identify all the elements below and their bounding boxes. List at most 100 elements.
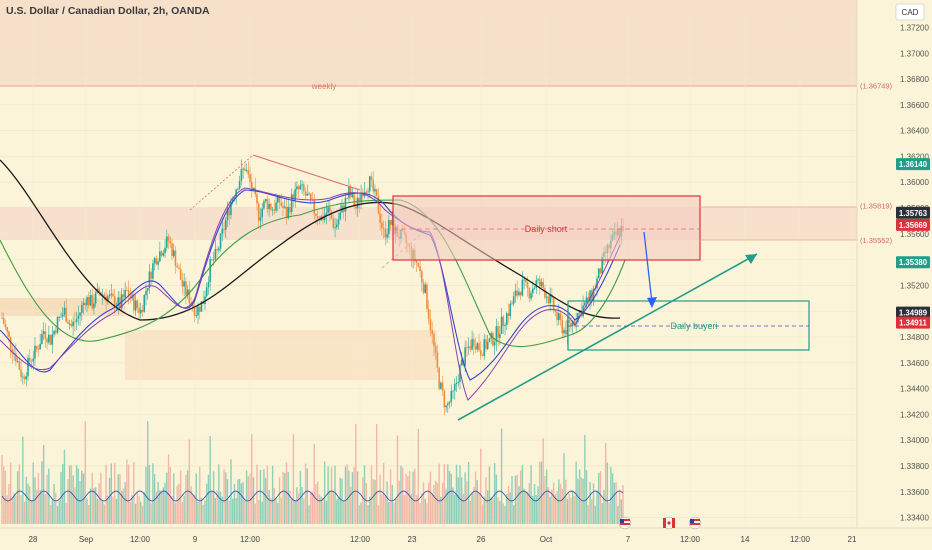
- candle-body: [365, 191, 368, 193]
- candle-body: [197, 306, 199, 316]
- volume-bar: [613, 482, 616, 524]
- volume-bar: [169, 467, 171, 524]
- volume-bar: [232, 498, 234, 524]
- volume-bar: [591, 499, 593, 524]
- volume-bar: [282, 471, 284, 524]
- volume-bar: [303, 498, 305, 524]
- candle-body: [211, 259, 213, 260]
- candle-body: [257, 203, 260, 221]
- volume-bar: [322, 498, 324, 524]
- candle-body: [431, 330, 433, 334]
- volume-bar: [402, 467, 404, 524]
- candle-body: [351, 194, 354, 198]
- candle-body: [573, 320, 576, 325]
- candle-body: [185, 281, 187, 295]
- volume-bar: [219, 491, 222, 524]
- candle-body: [72, 321, 74, 327]
- candle-body: [355, 206, 357, 209]
- volume-bar: [568, 493, 570, 524]
- volume-bar: [285, 462, 288, 524]
- level-note: (1.35819): [860, 202, 893, 211]
- us-event-icon-2[interactable]: [688, 516, 702, 530]
- time-label: 12:00: [790, 535, 811, 544]
- candle-body: [535, 280, 538, 288]
- candle-body: [11, 348, 14, 354]
- volume-bar: [343, 500, 345, 524]
- candle-body: [315, 213, 317, 216]
- volume-bar: [171, 495, 173, 524]
- candle-body: [44, 331, 47, 339]
- price-tick-label: 1.35200: [900, 281, 929, 290]
- volume-bar: [511, 475, 513, 524]
- volume-bar: [575, 461, 577, 524]
- volume-bar: [332, 491, 335, 524]
- price-tick-label: 1.37200: [900, 23, 929, 32]
- candle-body: [547, 296, 550, 304]
- volume-bar: [197, 501, 199, 524]
- volume-bar: [278, 477, 281, 524]
- candle-body: [334, 227, 336, 228]
- volume-bar: [320, 496, 322, 524]
- volume-bar: [466, 481, 468, 524]
- volume-bar: [254, 503, 256, 524]
- volume-bar: [120, 490, 123, 524]
- volume-bar: [140, 501, 142, 524]
- volume-bar: [53, 484, 55, 524]
- currency-button[interactable]: [895, 3, 925, 21]
- volume-bar: [22, 436, 24, 524]
- ca-event-icon[interactable]: [662, 516, 676, 530]
- volume-bar: [341, 478, 343, 524]
- candle-body: [209, 259, 211, 283]
- candle-body: [195, 315, 198, 317]
- volume-bar: [237, 479, 239, 524]
- volume-bar: [530, 465, 532, 524]
- candle-body: [9, 336, 12, 349]
- candle-body: [192, 303, 194, 307]
- candle-body: [219, 233, 222, 249]
- volume-bar: [150, 503, 152, 524]
- volume-bar: [462, 493, 465, 524]
- candle-body: [474, 346, 477, 350]
- volume-bar: [372, 479, 374, 524]
- volume-bar: [41, 461, 43, 524]
- candle-body: [237, 188, 239, 190]
- candle-body: [79, 312, 81, 316]
- volume-bar: [537, 486, 539, 524]
- candle-body: [460, 359, 463, 366]
- volume-bar: [443, 464, 446, 524]
- candle-body: [275, 202, 277, 211]
- candle-body: [249, 174, 251, 183]
- volume-bar: [513, 505, 515, 524]
- volume-bar: [290, 498, 293, 524]
- volume-bar: [469, 501, 472, 524]
- volume-bar: [148, 464, 151, 524]
- volume-bar: [519, 470, 522, 524]
- candle-body: [98, 288, 100, 293]
- volume-bar: [39, 489, 41, 524]
- candle-body: [303, 184, 305, 192]
- candle-body: [290, 194, 293, 213]
- time-axis[interactable]: 28 Sep 12:00 9 12:00 12:00 23 26 Oct 7 12:00 14 12:0…: [29, 535, 857, 544]
- volume-bar: [516, 474, 518, 524]
- us-event-icon[interactable]: [618, 516, 632, 530]
- candle-body: [133, 294, 135, 311]
- candle-body: [157, 261, 159, 265]
- volume-bar: [395, 499, 397, 524]
- candle-body: [601, 256, 603, 274]
- candle-body: [424, 284, 427, 293]
- candle-body: [375, 189, 378, 197]
- candle-body: [297, 186, 300, 190]
- volume-bar: [559, 483, 562, 524]
- candle-body: [504, 324, 506, 326]
- candle-body: [181, 279, 184, 287]
- volume-bar: [467, 462, 470, 524]
- volume-bar: [589, 481, 591, 524]
- time-label: 12:00: [240, 535, 261, 544]
- time-label: 12:00: [350, 535, 371, 544]
- support-arrowhead: [745, 254, 757, 264]
- price-tag-box: [896, 316, 930, 329]
- candle-body: [256, 194, 258, 204]
- volume-bar: [228, 500, 230, 524]
- time-label: 26: [477, 535, 486, 544]
